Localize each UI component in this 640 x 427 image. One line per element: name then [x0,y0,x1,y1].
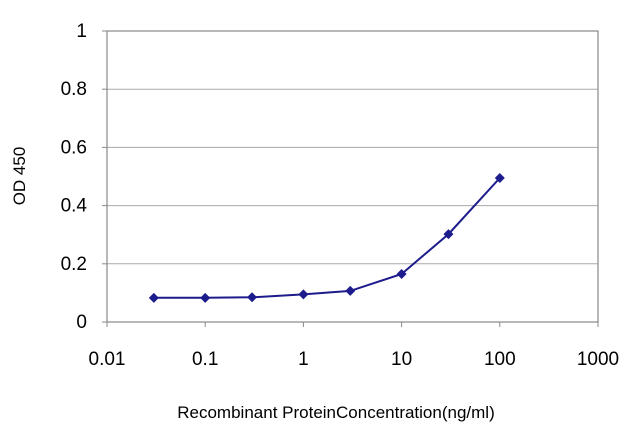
x-tick-label: 10 [391,349,412,370]
y-tick-label: 0.6 [61,137,87,158]
data-point [494,172,505,183]
y-axis-title: OD 450 [10,147,29,206]
gridlines [102,30,599,327]
data-point [396,268,407,279]
data-point [443,229,454,240]
data-point [298,289,309,300]
y-tick-label: 0.4 [61,196,88,217]
data-point [200,292,211,303]
x-tick-label: 0.1 [192,349,218,370]
y-tick-label: 0.8 [61,79,87,100]
y-tick-label: 0.2 [61,254,87,275]
x-tick-label: 1000 [577,349,619,370]
x-tick-labels: 0.01 0.1 1 10 100 1000 [89,349,620,370]
x-axis-title: Recombinant ProteinConcentration(ng/ml) [177,403,495,422]
x-tick-label: 0.01 [89,349,126,370]
series-line [153,177,501,299]
y-tick-label: 0 [76,312,87,333]
data-point [345,285,356,296]
plot-frame [106,30,599,323]
y-tick-label: 1 [76,21,87,42]
y-tick-labels: 0 0.2 0.4 0.6 0.8 1 [61,21,88,333]
series [148,172,505,303]
plot-area [107,31,598,322]
x-tick-label: 1 [298,349,309,370]
x-tick-label: 100 [484,349,516,370]
data-point [247,292,258,303]
data-point [148,292,159,303]
